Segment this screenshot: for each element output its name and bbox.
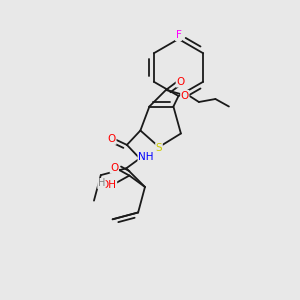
Text: OH: OH [101, 180, 117, 190]
Text: O: O [176, 77, 184, 87]
Text: H: H [98, 178, 105, 188]
Text: O: O [181, 91, 189, 100]
Text: F: F [176, 31, 182, 40]
Text: S: S [156, 143, 162, 153]
Text: NH: NH [138, 152, 154, 162]
Text: O: O [110, 163, 118, 173]
Text: O: O [108, 134, 116, 144]
